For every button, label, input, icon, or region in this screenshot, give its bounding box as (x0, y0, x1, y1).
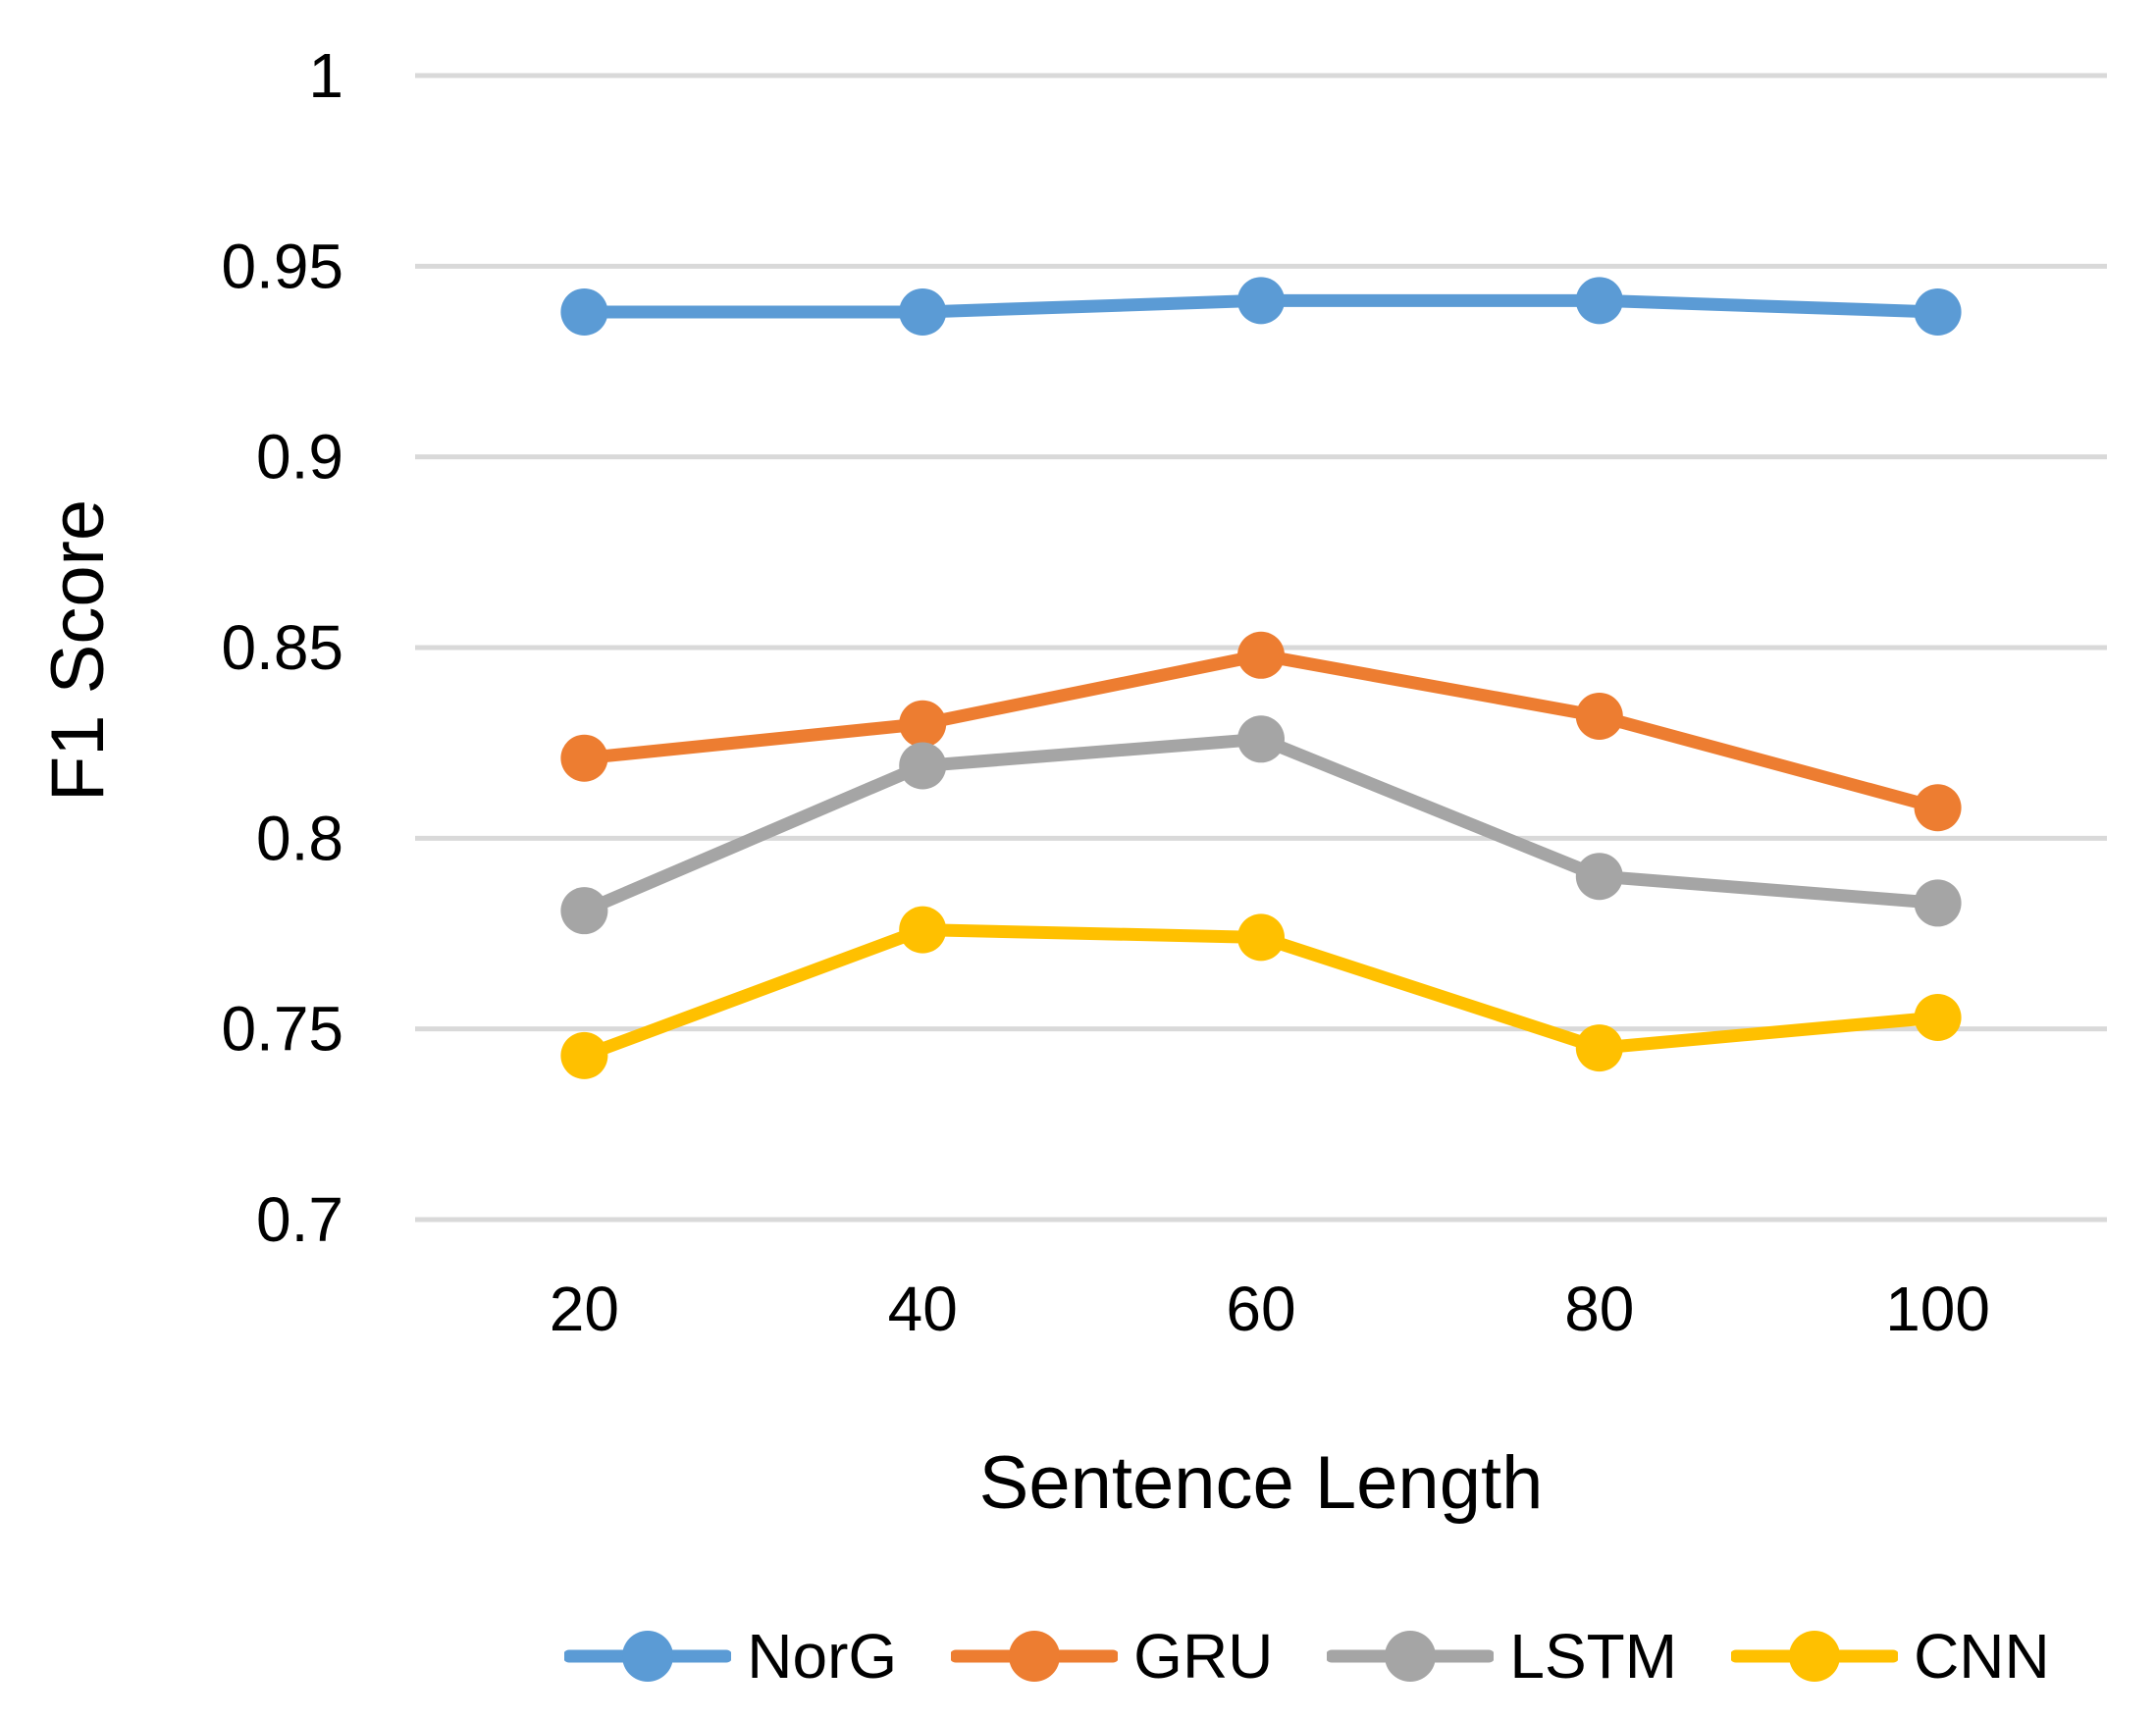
data-point-cnn-80 (1575, 1024, 1623, 1072)
y-tick-label: 0.8 (256, 803, 343, 873)
legend-item-norg: NorG (564, 1620, 897, 1693)
legend-dot-gru (1009, 1631, 1061, 1682)
data-point-cnn-100 (1914, 994, 1962, 1042)
data-point-cnn-40 (899, 906, 947, 954)
legend-marker-lstm-icon (1327, 1631, 1495, 1682)
legend: NorG GRU LSTM CNN (458, 1604, 2156, 1708)
legend-item-cnn: CNN (1731, 1620, 2050, 1693)
x-tick-label: 80 (1564, 1274, 1634, 1344)
data-point-gru-40 (899, 700, 947, 748)
y-tick-label: 0.7 (256, 1184, 343, 1255)
y-tick-label: 0.85 (221, 612, 343, 683)
y-tick-label: 0.9 (256, 422, 343, 493)
data-point-lstm-80 (1575, 853, 1623, 901)
legend-item-gru: GRU (951, 1620, 1273, 1693)
legend-label-norg: NorG (747, 1621, 898, 1692)
series-line-lstm (577, 732, 1945, 917)
legend-marker-gru-icon (951, 1631, 1119, 1682)
data-point-gru-80 (1575, 692, 1623, 740)
data-point-gru-20 (560, 734, 608, 782)
data-point-norg-20 (560, 287, 608, 336)
x-axis-title: Sentence Length (978, 1441, 1544, 1525)
data-point-lstm-40 (899, 742, 947, 790)
y-axis-title: F1 Score (36, 498, 120, 803)
data-point-lstm-60 (1237, 715, 1285, 763)
data-point-lstm-20 (560, 887, 608, 935)
y-tick-label: 0.95 (221, 231, 343, 301)
x-tick-label: 40 (888, 1274, 958, 1344)
x-tick-label: 20 (550, 1274, 619, 1344)
data-point-cnn-60 (1237, 913, 1285, 962)
data-point-gru-100 (1914, 784, 1962, 832)
legend-label-cnn: CNN (1914, 1621, 2050, 1692)
legend-label-lstm: LSTM (1509, 1621, 1678, 1692)
y-tick-label: 0.75 (221, 994, 343, 1065)
y-tick-label: 1 (308, 40, 343, 111)
data-point-lstm-100 (1914, 879, 1962, 927)
data-point-norg-80 (1575, 277, 1623, 325)
legend-dot-norg (622, 1631, 674, 1682)
legend-label-gru: GRU (1133, 1621, 1274, 1692)
x-tick-label: 100 (1885, 1274, 1990, 1344)
x-tick-label: 60 (1226, 1274, 1295, 1344)
legend-marker-norg-icon (564, 1631, 732, 1682)
data-point-norg-100 (1914, 287, 1962, 336)
legend-dot-lstm (1385, 1631, 1437, 1682)
data-point-norg-40 (899, 287, 947, 336)
legend-marker-cnn-icon (1731, 1631, 1899, 1682)
data-point-norg-60 (1237, 277, 1285, 325)
legend-item-lstm: LSTM (1327, 1620, 1677, 1693)
data-point-gru-60 (1237, 631, 1285, 679)
data-point-cnn-20 (560, 1031, 608, 1079)
legend-dot-cnn (1789, 1631, 1841, 1682)
